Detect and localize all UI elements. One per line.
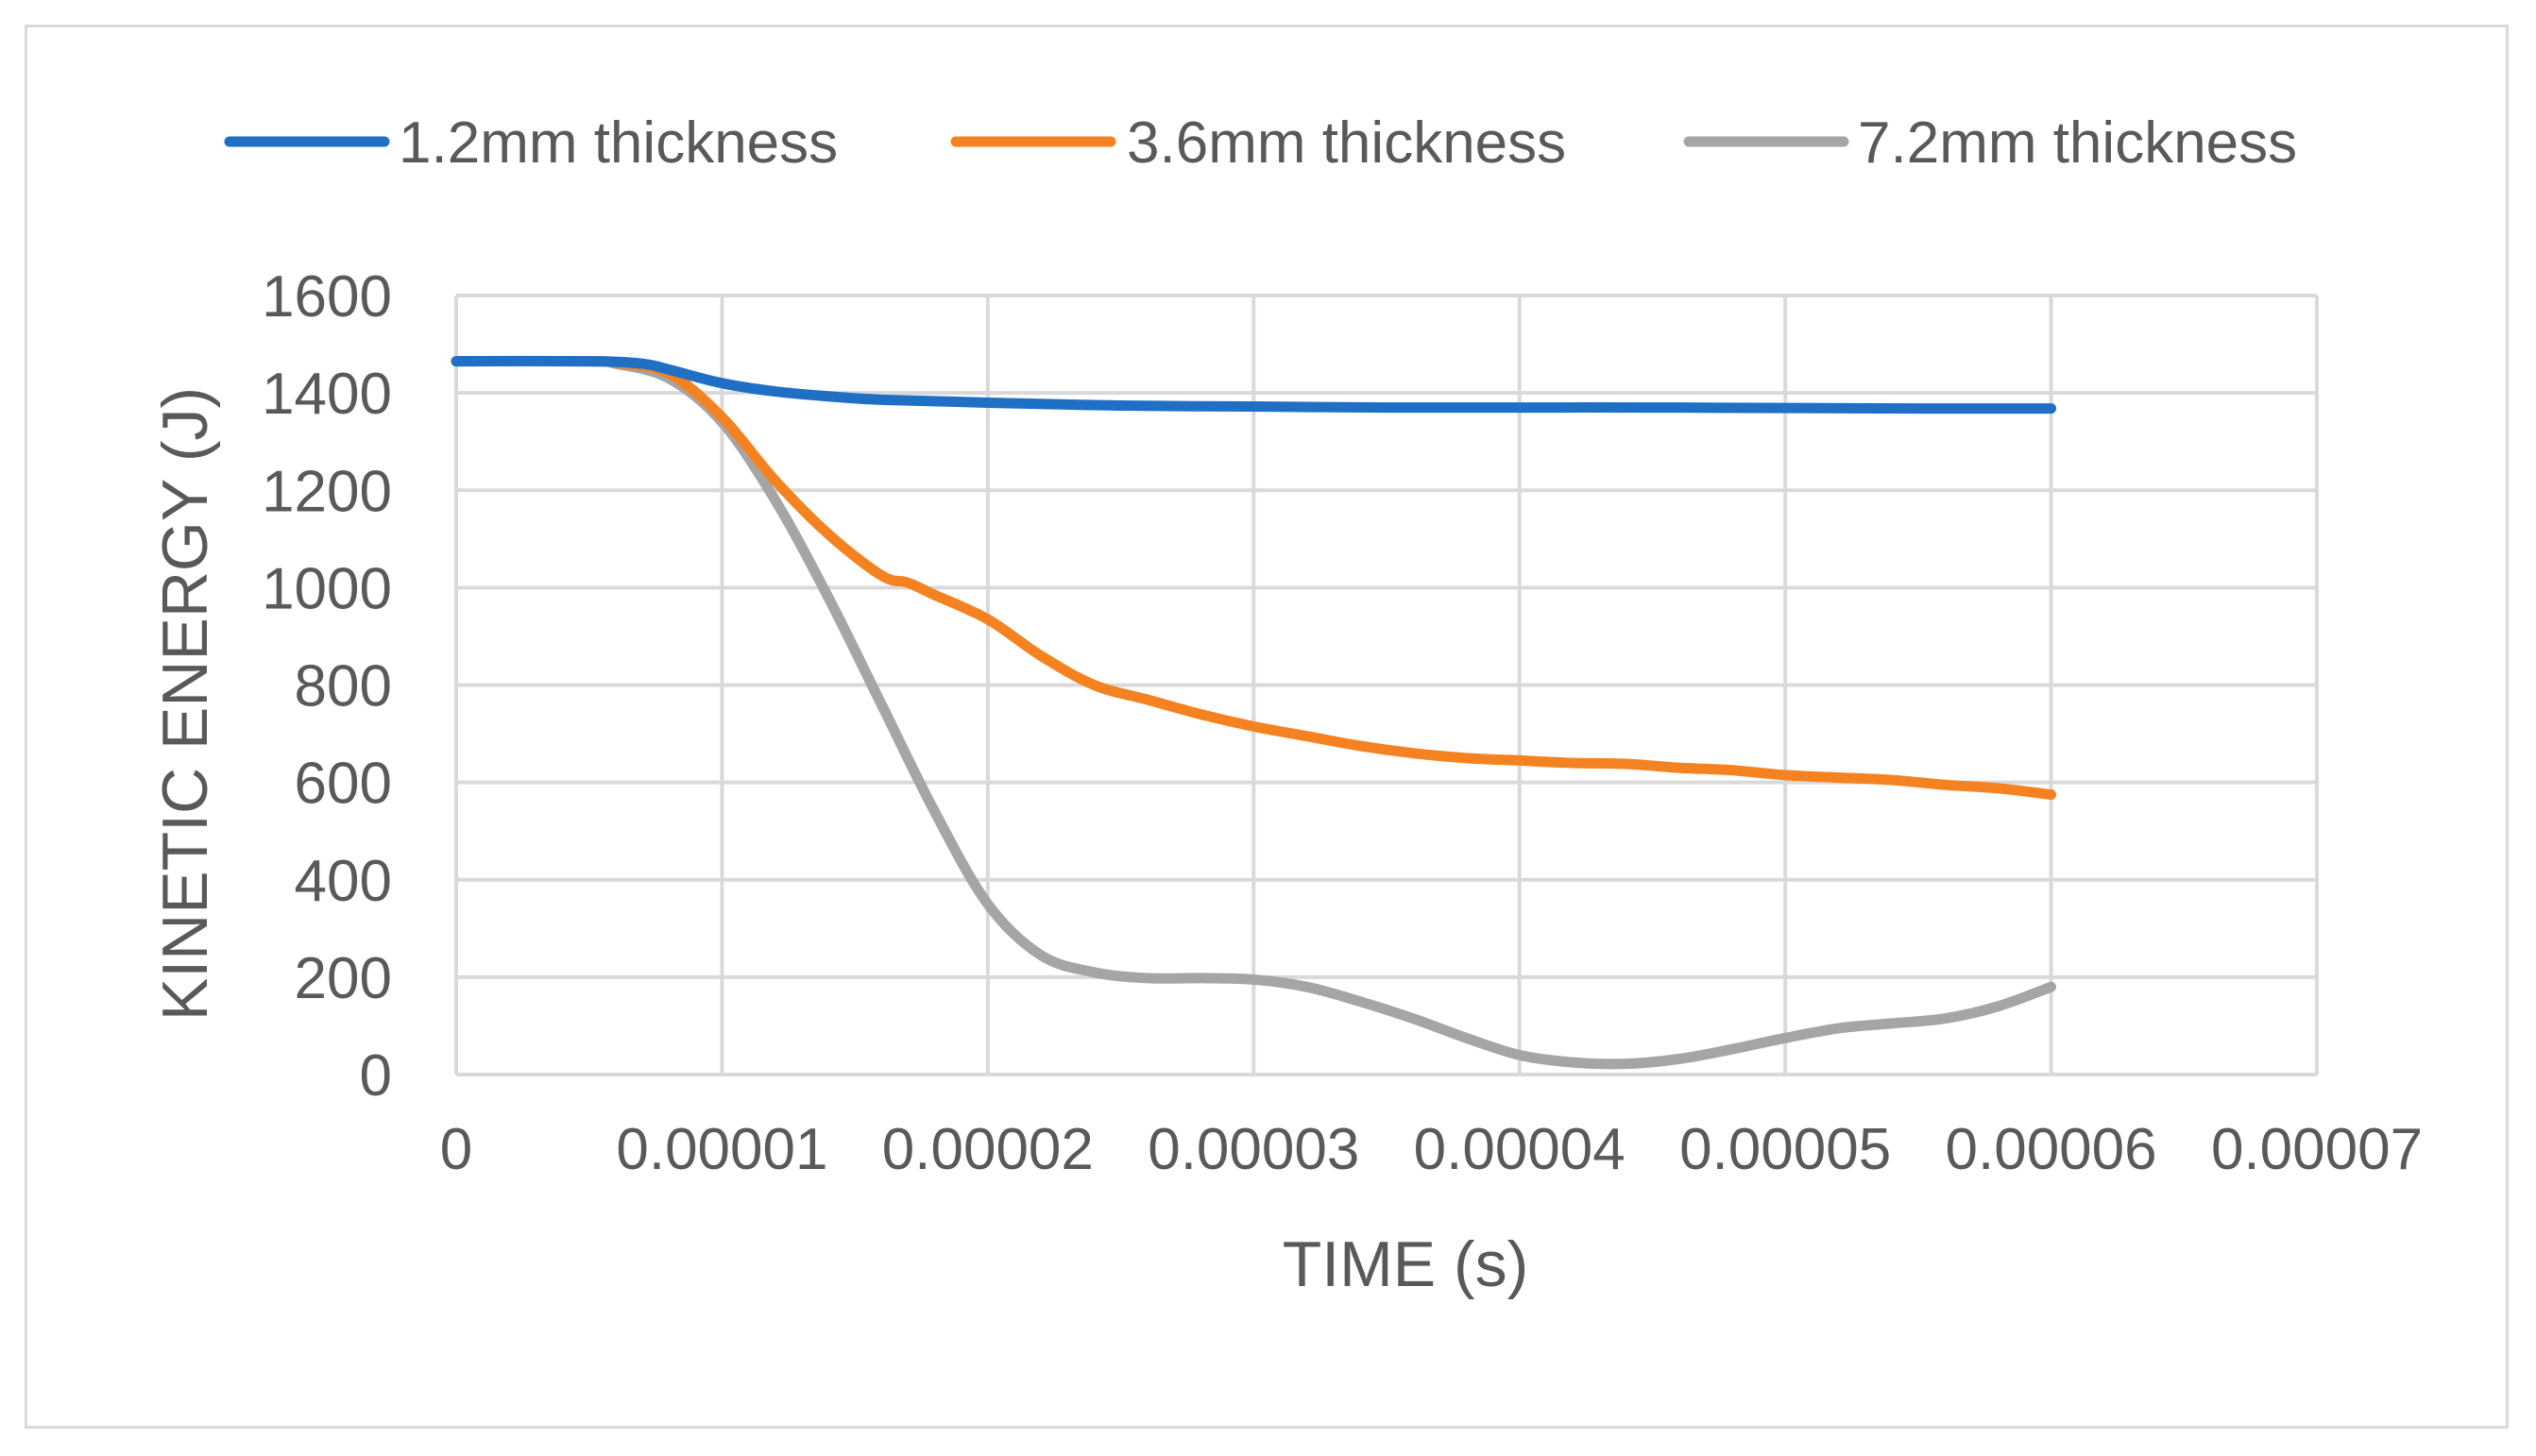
series-line-1-2mm-thickness [451,355,2057,415]
y-tick-label: 200 [295,946,392,1011]
legend: 1.2mm thickness 3.6mm thickness 7.2mm thic… [224,110,2297,176]
kinetic-energy-chart: 0 200 400 600 800 1000 1200 1400 1600 0 0.00001 0.0… [149,110,2423,1300]
y-tick-label: 400 [295,849,392,914]
legend-item: 1.2mm thickness [224,110,838,176]
y-tick-label: 1200 [262,459,392,524]
y-tick-label: 1600 [262,264,392,330]
chart-frame: 0 200 400 600 800 1000 1200 1400 1600 0 0.00001 0.0… [25,25,2509,1429]
x-tick-label: 0.00005 [1679,1117,1891,1182]
x-tick-label: 0.00007 [2211,1117,2423,1182]
legend-item: 7.2mm thickness [1683,110,2297,176]
series-lines [451,355,2057,1070]
legend-label: 7.2mm thickness [1858,110,2297,176]
y-tick-label: 800 [295,654,392,720]
series-line-3-6mm-thickness [451,355,2057,801]
y-tick-label: 1400 [262,362,392,427]
legend-label: 1.2mm thickness [399,110,838,176]
x-tick-label: 0.00002 [882,1117,1094,1182]
x-tick-label: 0.00003 [1148,1117,1359,1182]
x-tick-label: 0.00006 [1946,1117,2157,1182]
legend-label: 3.6mm thickness [1127,110,1566,176]
series-line-7-2mm-thickness [451,355,2057,1070]
legend-item: 3.6mm thickness [950,110,1566,176]
x-tick-label: 0.00004 [1414,1117,1625,1182]
x-tick-label: 0.00001 [616,1117,827,1182]
x-tick-label: 0 [440,1117,472,1182]
y-tick-label: 600 [295,752,392,817]
x-axis-title: TIME (s) [1283,1228,1529,1300]
tick-labels: 0 200 400 600 800 1000 1200 1400 1600 0 0.00001 0.0… [262,264,2423,1182]
y-tick-label: 1000 [262,556,392,621]
y-tick-label: 0 [360,1043,392,1109]
y-axis-title: KINETIC ENERGY (J) [149,387,221,1021]
